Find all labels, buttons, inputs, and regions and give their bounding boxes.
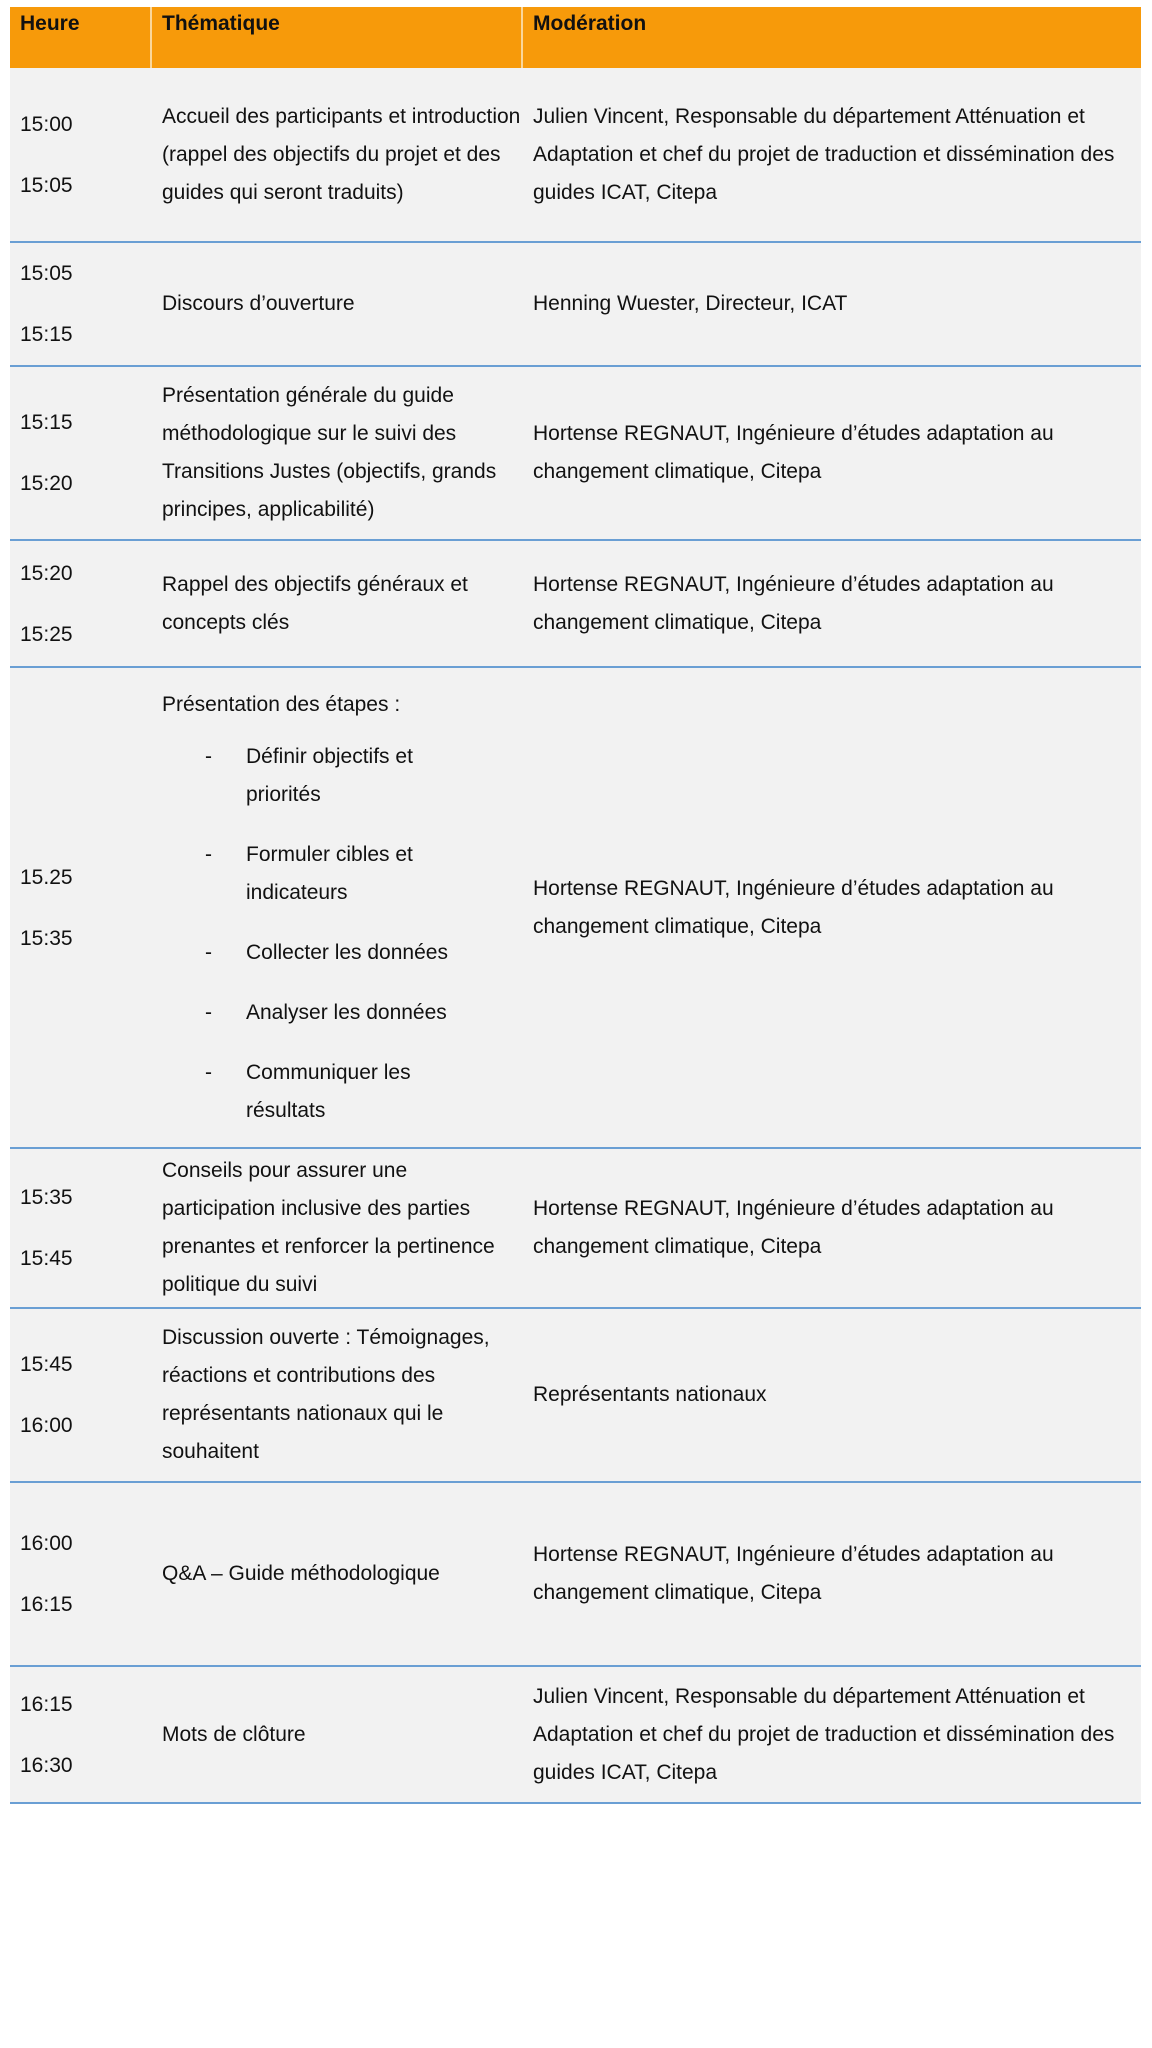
theme-text: Mots de clôture xyxy=(162,1722,306,1746)
table-row: 15.25 15:35 Présentation des étapes : - Dé… xyxy=(10,668,1141,1149)
end-time: 16:00 xyxy=(20,1414,73,1437)
bullet-item: - Définir objectifs et priorités xyxy=(162,738,522,814)
table-row: 15:35 15:45 Conseils pour assurer une pa… xyxy=(10,1149,1141,1309)
time-cell: 15.25 15:35 xyxy=(20,668,150,1147)
header-divider xyxy=(150,7,152,68)
bullet-item: - Communiquer les résultats xyxy=(162,1054,522,1130)
table-row: 15:15 15:20 Présentation générale du gui… xyxy=(10,367,1141,541)
moderation-cell: Hortense REGNAUT, Ingénieure d’études ad… xyxy=(533,367,1133,539)
header-moderation: Modération xyxy=(533,12,647,35)
table-row: 15:45 16:00 Discussion ouverte : Témoign… xyxy=(10,1309,1141,1483)
end-time: 15:45 xyxy=(20,1247,73,1270)
time-cell: 15:20 15:25 xyxy=(20,541,150,666)
start-time: 15:20 xyxy=(20,561,73,585)
bullet-marker: - xyxy=(205,1000,212,1024)
end-time: 16:30 xyxy=(20,1753,73,1777)
theme-text: Accueil des participants et introduction… xyxy=(162,104,521,204)
end-time: 15:15 xyxy=(20,323,73,346)
theme-cell: Présentation générale du guide méthodolo… xyxy=(162,367,522,539)
moderation-text: Hortense REGNAUT, Ingénieure d’études ad… xyxy=(533,572,1054,634)
theme-text: Q&A – Guide méthodologique xyxy=(162,1562,440,1585)
start-time: 15:00 xyxy=(20,112,73,136)
theme-text: Discussion ouverte : Témoignages, réacti… xyxy=(162,1326,490,1463)
moderation-text: Hortense REGNAUT, Ingénieure d’études ad… xyxy=(533,876,1054,938)
end-time: 15:25 xyxy=(20,622,73,646)
table-row: 15:20 15:25 Rappel des objectifs générau… xyxy=(10,541,1141,668)
header-theme: Thématique xyxy=(162,12,280,35)
time-cell: 15:15 15:20 xyxy=(20,367,150,539)
header-time: Heure xyxy=(20,12,80,35)
moderation-text: Hortense REGNAUT, Ingénieure d’études ad… xyxy=(533,1197,1054,1258)
moderation-text: Hortense REGNAUT, Ingénieure d’études ad… xyxy=(533,1543,1054,1604)
theme-cell: Rappel des objectifs généraux et concept… xyxy=(162,541,522,666)
theme-text: Discours d’ouverture xyxy=(162,292,355,315)
theme-cell: Mots de clôture xyxy=(162,1667,522,1802)
bullet-marker: - xyxy=(205,744,212,768)
theme-text: Présentation générale du guide méthodolo… xyxy=(162,384,497,521)
table-row: 16:00 16:15 Q&A – Guide méthodologique H… xyxy=(10,1483,1141,1667)
start-time: 15:05 xyxy=(20,262,73,285)
bullet-item: - Collecter les données xyxy=(162,934,522,972)
moderation-text: Julien Vincent, Responsable du départeme… xyxy=(533,104,1115,204)
time-cell: 15:00 15:05 xyxy=(20,68,150,241)
end-time: 15:35 xyxy=(20,926,73,950)
end-time: 15:05 xyxy=(20,173,73,197)
time-cell: 16:15 16:30 xyxy=(20,1667,150,1802)
header-divider xyxy=(521,7,523,68)
time-cell: 15:05 15:15 xyxy=(20,243,150,365)
table-row: 15:00 15:05 Accueil des participants et … xyxy=(10,68,1141,243)
moderation-cell: Julien Vincent, Responsable du départeme… xyxy=(533,1667,1133,1802)
start-time: 15:45 xyxy=(20,1353,73,1376)
moderation-cell: Hortense REGNAUT, Ingénieure d’études ad… xyxy=(533,668,1133,1147)
time-cell: 15:35 15:45 xyxy=(20,1149,150,1307)
theme-cell: Q&A – Guide méthodologique xyxy=(162,1483,522,1665)
start-time: 16:00 xyxy=(20,1532,73,1555)
theme-cell: Discussion ouverte : Témoignages, réacti… xyxy=(162,1309,522,1481)
moderation-text: Julien Vincent, Responsable du départeme… xyxy=(533,1684,1115,1784)
moderation-cell: Hortense REGNAUT, Ingénieure d’études ad… xyxy=(533,1483,1133,1665)
theme-text: Présentation des étapes : xyxy=(162,692,401,716)
moderation-text: Hortense REGNAUT, Ingénieure d’études ad… xyxy=(533,422,1054,483)
time-cell: 15:45 16:00 xyxy=(20,1309,150,1481)
start-time: 15:35 xyxy=(20,1186,73,1209)
moderation-cell: Représentants nationaux xyxy=(533,1309,1133,1481)
moderation-cell: Hortense REGNAUT, Ingénieure d’études ad… xyxy=(533,541,1133,666)
theme-cell: Présentation des étapes : - Définir object… xyxy=(162,668,522,1147)
bullet-marker: - xyxy=(205,842,212,866)
table-row: 15:05 15:15 Discours d’ouverture Henning… xyxy=(10,243,1141,367)
table-row: 16:15 16:30 Mots de clôture Julien Vince… xyxy=(10,1667,1141,1804)
end-time: 15:20 xyxy=(20,472,73,495)
moderation-text: Henning Wuester, Directeur, ICAT xyxy=(533,292,848,315)
end-time: 16:15 xyxy=(20,1593,73,1616)
theme-cell: Accueil des participants et introduction… xyxy=(162,68,522,241)
theme-cell: Discours d’ouverture xyxy=(162,243,522,365)
bullet-item: - Formuler cibles et indicateurs xyxy=(162,836,522,912)
moderation-cell: Julien Vincent, Responsable du départeme… xyxy=(533,68,1133,241)
theme-cell: Conseils pour assurer une participation … xyxy=(162,1149,522,1307)
table-header: Heure Thématique Modération xyxy=(10,7,1141,68)
start-time: 15.25 xyxy=(20,865,73,889)
moderation-cell: Hortense REGNAUT, Ingénieure d’études ad… xyxy=(533,1149,1133,1307)
moderation-text: Représentants nationaux xyxy=(533,1383,767,1406)
moderation-cell: Henning Wuester, Directeur, ICAT xyxy=(533,243,1133,365)
bullet-item: - Analyser les données xyxy=(162,994,522,1032)
bullet-marker: - xyxy=(205,1060,212,1084)
time-cell: 16:00 16:15 xyxy=(20,1483,150,1665)
bullet-marker: - xyxy=(205,940,212,964)
theme-text: Conseils pour assurer une participation … xyxy=(162,1159,495,1296)
theme-text: Rappel des objectifs généraux et concept… xyxy=(162,572,468,634)
start-time: 15:15 xyxy=(20,411,73,434)
start-time: 16:15 xyxy=(20,1692,73,1716)
